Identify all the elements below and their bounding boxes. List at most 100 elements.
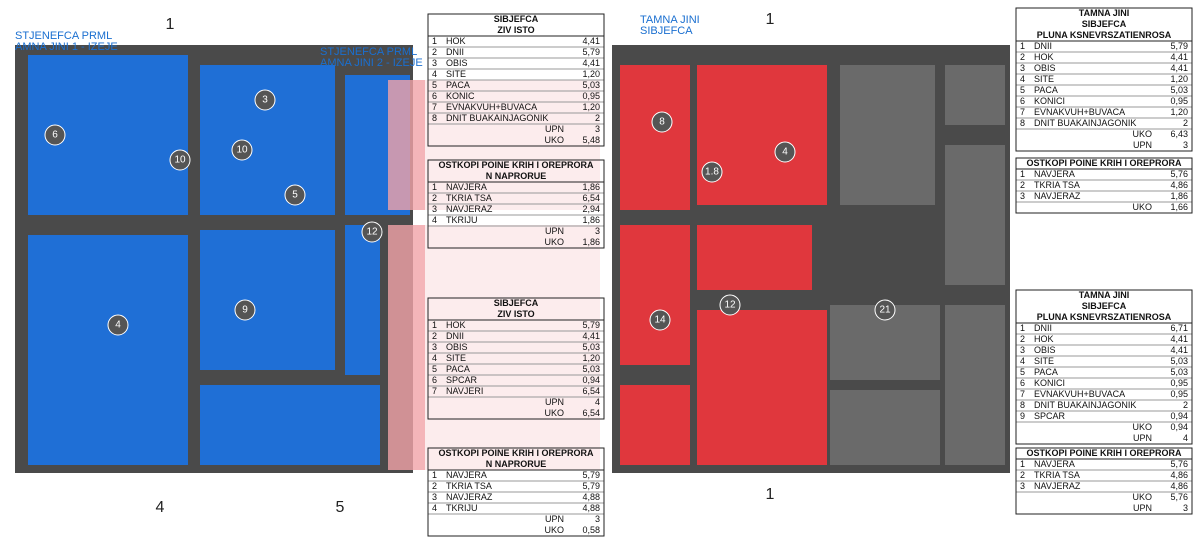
room-tag: 12 xyxy=(724,300,736,311)
table-footer-value: 0,94 xyxy=(1170,422,1188,432)
table-cell: 1 xyxy=(1020,323,1025,333)
table-heading: PLUNA KSNEVRSZATIENROSA xyxy=(1037,30,1172,40)
table-cell: 2 xyxy=(595,113,600,123)
axis-mark: 4 xyxy=(156,499,165,516)
table-cell: 0,94 xyxy=(582,375,600,385)
table-cell: NAVJERA xyxy=(446,182,487,192)
room-tag-circle xyxy=(361,221,383,243)
table-cell: 3 xyxy=(432,58,437,68)
table-cell: 5,79 xyxy=(582,481,600,491)
axis-mark: 1 xyxy=(766,11,775,28)
table-cell: 2 xyxy=(432,193,437,203)
table-cell: NAVJERA xyxy=(1034,169,1075,179)
plan-title: STJENEFCA PRML xyxy=(320,46,417,58)
table-heading: N NAPRORUE xyxy=(486,171,547,181)
table-cell: 7 xyxy=(1020,389,1025,399)
table-cell: HOK xyxy=(446,320,466,330)
axis-mark: 1 xyxy=(166,16,175,33)
table-cell: 2 xyxy=(432,331,437,341)
table-cell: 4,88 xyxy=(582,492,600,502)
table-heading: ZIV ISTO xyxy=(497,25,534,35)
table-cell: 1,20 xyxy=(1170,107,1188,117)
table-cell: 2 xyxy=(1020,470,1025,480)
table-cell: EVNAKVUH+BUVACA xyxy=(1034,389,1125,399)
table-cell: 7 xyxy=(432,386,437,396)
table-cell: NAVJERAZ xyxy=(1034,191,1081,201)
room-tag-circle xyxy=(774,141,796,163)
table-cell: NAVJERAZ xyxy=(446,204,493,214)
table-cell: NAVJERA xyxy=(1034,459,1075,469)
table-cell: 4 xyxy=(432,215,437,225)
table-footer-label: UKO xyxy=(544,525,564,535)
table-footer-value: 0,58 xyxy=(582,525,600,535)
table-cell: HOK xyxy=(1034,52,1054,62)
table-footer-label: UKO xyxy=(544,135,564,145)
table-cell: DNII xyxy=(446,47,464,57)
table-cell: 4,88 xyxy=(582,503,600,513)
table-cell: 3 xyxy=(1020,191,1025,201)
table-cell: 4 xyxy=(432,503,437,513)
table-cell: 1,20 xyxy=(582,102,600,112)
table-footer-value: 5,48 xyxy=(582,135,600,145)
table-footer-value: 1,66 xyxy=(1170,202,1188,212)
table-cell: SPCAR xyxy=(446,375,478,385)
table-cell: NAVJERAZ xyxy=(446,492,493,502)
table-footer-value: 3 xyxy=(1183,503,1188,513)
table-footer-value: 1,86 xyxy=(582,237,600,247)
table-footer-value: 5,76 xyxy=(1170,492,1188,502)
table-cell: 1 xyxy=(432,470,437,480)
table-cell: 0,94 xyxy=(1170,411,1188,421)
room-tag: 14 xyxy=(654,315,666,326)
room-tag-circle xyxy=(649,309,671,331)
table-cell: 8 xyxy=(1020,118,1025,128)
table-frame xyxy=(427,159,605,249)
table-cell: PACA xyxy=(446,364,470,374)
room-tag-circle xyxy=(719,294,741,316)
table-cell: 2 xyxy=(1183,400,1188,410)
table-cell: 6,54 xyxy=(582,193,600,203)
table-cell: 3 xyxy=(1020,345,1025,355)
plan-subtitle: AMNA JINI 2 - IZEJE xyxy=(320,57,423,69)
table-footer-value: 4 xyxy=(1183,433,1188,443)
room-tag: 4 xyxy=(782,147,788,158)
table-cell: 3 xyxy=(1020,481,1025,491)
table-cell: 5,79 xyxy=(582,47,600,57)
table-cell: DNII xyxy=(446,331,464,341)
table-cell: 4,41 xyxy=(1170,345,1188,355)
room-tag-circle xyxy=(44,124,66,146)
room-tag: 21 xyxy=(879,305,891,316)
table-cell: NAVJERA xyxy=(446,470,487,480)
table-cell: 7 xyxy=(432,102,437,112)
room-tag: 10 xyxy=(236,145,248,156)
axis-mark: 1 xyxy=(766,486,775,503)
room-tag: 10 xyxy=(174,155,186,166)
table-cell: 1,20 xyxy=(1170,74,1188,84)
table-cell: KONICI xyxy=(1034,96,1065,106)
table-cell: 1 xyxy=(432,36,437,46)
table-cell: EVNAKVUH+BUVACA xyxy=(446,102,537,112)
plan-subtitle: SIBJEFCA xyxy=(640,25,693,37)
table-footer-label: UKO xyxy=(1132,129,1152,139)
table-footer-label: UPN xyxy=(545,226,564,236)
room-tag: 12 xyxy=(366,227,378,238)
table-cell: 0,95 xyxy=(1170,378,1188,388)
table-cell: 5,03 xyxy=(1170,356,1188,366)
table-cell: TKRIA TSA xyxy=(446,193,492,203)
table-cell: 1 xyxy=(1020,169,1025,179)
table-cell: 2 xyxy=(1020,180,1025,190)
table-cell: 1 xyxy=(432,182,437,192)
table-footer-label: UPN xyxy=(545,397,564,407)
table-footer-value: 3 xyxy=(595,124,600,134)
table-cell: TKRIA TSA xyxy=(446,481,492,491)
table-cell: 4,41 xyxy=(582,331,600,341)
table-cell: SITE xyxy=(1034,356,1054,366)
table-cell: SITE xyxy=(446,69,466,79)
room-tag: 4 xyxy=(115,320,121,331)
table-cell: 4 xyxy=(1020,74,1025,84)
table-cell: TKRIA TSA xyxy=(1034,470,1080,480)
table-heading: SIBJEFCA xyxy=(494,14,539,24)
table-frame xyxy=(427,297,605,420)
table-cell: 1 xyxy=(432,320,437,330)
table-cell: 1,20 xyxy=(582,69,600,79)
table-frame xyxy=(427,447,605,537)
